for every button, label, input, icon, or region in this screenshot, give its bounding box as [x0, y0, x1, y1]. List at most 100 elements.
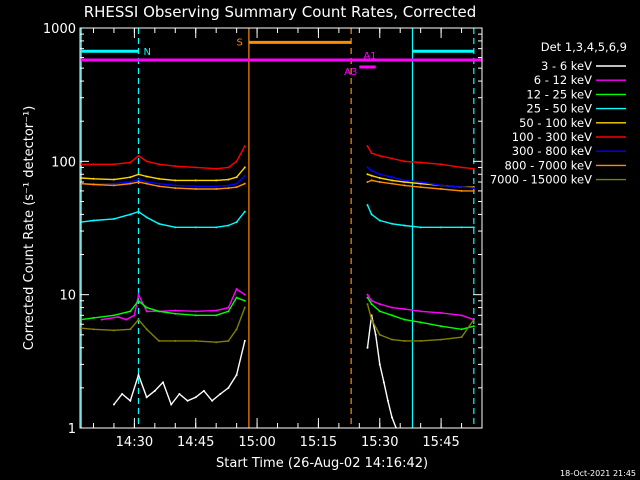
series-1-point-0-3 — [133, 314, 136, 317]
series-6-point-0-9 — [215, 185, 218, 188]
series-5-point-1-8 — [472, 167, 475, 170]
y-axis-ticks: 1 10 100 1000 — [43, 22, 482, 437]
series-2-point-1-0 — [366, 296, 369, 299]
series-1-point-1-7 — [460, 314, 463, 317]
legend-label-2: 12 - 25 keV — [526, 87, 592, 101]
series-2-point-1-8 — [472, 325, 475, 328]
series-1-point-0-1 — [117, 315, 120, 318]
series-7-point-0-3 — [129, 182, 132, 185]
series-7-point-1-6 — [440, 188, 443, 191]
series-8-point-0-10 — [227, 339, 230, 342]
series-2-point-0-7 — [174, 312, 177, 315]
series-0-point-0-14 — [227, 386, 230, 389]
series-2-point-1-4 — [403, 318, 406, 321]
series-8-point-1-2 — [378, 333, 381, 336]
series-1-point-1-2 — [378, 303, 381, 306]
series-3-point-1-8 — [472, 226, 475, 229]
series-2-point-0-9 — [215, 314, 218, 317]
series-3-point-0-9 — [215, 226, 218, 229]
series-1-point-1-0 — [366, 293, 369, 296]
legend-title: Det 1,3,4,5,6,9 — [541, 40, 627, 54]
y-tick-label-10: 10 — [59, 289, 76, 304]
legend-label-3: 25 - 50 keV — [526, 102, 592, 116]
series-3-point-1-7 — [460, 226, 463, 229]
series-1-point-0-9 — [215, 309, 218, 312]
series-3-point-1-6 — [440, 226, 443, 229]
series-8-point-1-5 — [419, 339, 422, 342]
series-2-point-0-12 — [243, 299, 246, 302]
series-7-point-0-0 — [80, 182, 83, 185]
series-0-point-0-5 — [153, 389, 156, 392]
series-1-point-0-7 — [174, 309, 177, 312]
series-8-point-1-7 — [460, 336, 463, 339]
series-8-point-0-4 — [137, 318, 140, 321]
series-6-point-0-2 — [112, 182, 115, 185]
series-6-point-0-5 — [145, 180, 148, 183]
series-7-point-1-1 — [370, 179, 373, 182]
series-6-point-1-4 — [403, 179, 406, 182]
series-6-point-0-8 — [194, 185, 197, 188]
x-tick-label-3: 15:15 — [300, 435, 337, 450]
series-5-point-0-9 — [215, 167, 218, 170]
series-1-point-1-1 — [370, 299, 373, 302]
series-0-point-0-1 — [121, 392, 124, 395]
series-0-point-1-5 — [386, 399, 389, 402]
series-4-point-1-0 — [366, 173, 369, 176]
series-8-point-1-6 — [440, 338, 443, 341]
series-5-point-0-12 — [243, 145, 246, 148]
series-2-point-0-3 — [129, 310, 132, 313]
series-2-point-0-4 — [137, 299, 140, 302]
series-0-point-0-12 — [211, 399, 214, 402]
series-1-point-1-4 — [403, 308, 406, 311]
series-8-point-0-8 — [194, 339, 197, 342]
series-2-point-1-6 — [440, 325, 443, 328]
plot-marks: N S A1 A3 — [80, 28, 482, 428]
series-8-point-1-1 — [370, 318, 373, 321]
y-tick-label-1000: 1000 — [43, 22, 76, 37]
series-5-point-1-7 — [460, 166, 463, 169]
series-7-point-1-2 — [378, 180, 381, 183]
legend-label-8: 7000 - 15000 keV — [490, 173, 592, 187]
series-2-point-1-2 — [378, 310, 381, 313]
series-5-point-0-1 — [92, 163, 95, 166]
legend-label-0: 3 - 6 keV — [541, 59, 592, 73]
series-4-point-1-2 — [378, 176, 381, 179]
series-4-point-0-11 — [235, 176, 238, 179]
series-6-point-0-3 — [129, 180, 132, 183]
series-4-point-1-5 — [419, 182, 422, 185]
plot-frame — [79, 27, 483, 429]
series-8-point-0-7 — [174, 339, 177, 342]
series-2-point-1-5 — [419, 321, 422, 324]
series-2-point-0-6 — [157, 310, 160, 313]
series-4-point-0-5 — [145, 175, 148, 178]
series-8-point-0-3 — [129, 328, 132, 331]
y-tick-label-1: 1 — [68, 422, 76, 437]
series-4-point-0-6 — [157, 177, 160, 180]
series-7-point-0-2 — [112, 184, 115, 187]
timestamp: 18-Oct-2021 21:45 — [560, 469, 636, 478]
series-3-point-0-7 — [174, 226, 177, 229]
series-4-point-0-1 — [92, 177, 95, 180]
series-3-point-1-0 — [366, 204, 369, 207]
series-1-point-0-11 — [235, 288, 238, 291]
series-4-point-0-8 — [194, 179, 197, 182]
series-7-point-0-9 — [215, 188, 218, 191]
series-1-point-1-6 — [440, 311, 443, 314]
series-5-point-1-2 — [378, 154, 381, 157]
series-7-point-1-3 — [391, 182, 394, 185]
series-0-point-0-6 — [162, 381, 165, 384]
series-1-point-0-8 — [194, 310, 197, 313]
series-6-point-1-6 — [440, 184, 443, 187]
series-3-point-0-3 — [129, 213, 132, 216]
y-axis-label: Corrected Count Rate (s⁻¹ detector⁻¹) — [22, 106, 37, 351]
series-3-point-1-5 — [419, 226, 422, 229]
series-2-point-1-7 — [460, 328, 463, 331]
series-7-point-1-0 — [366, 180, 369, 183]
legend-label-4: 50 - 100 keV — [519, 116, 592, 130]
series-3-point-0-2 — [112, 217, 115, 220]
interval-label-A1: A1 — [363, 51, 376, 62]
series-2-point-0-0 — [80, 318, 83, 321]
series-7-point-0-8 — [194, 188, 197, 191]
